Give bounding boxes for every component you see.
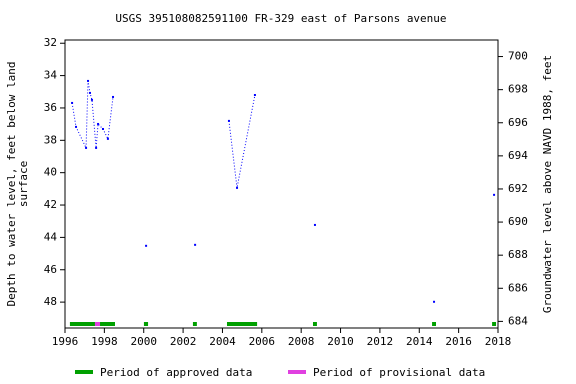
legend-label: Period of provisional data (313, 366, 485, 379)
y-tick-label: 38 (44, 133, 57, 146)
y-tick-label: 44 (44, 230, 58, 243)
data-line (228, 94, 256, 188)
data-point (313, 223, 316, 226)
data-line (71, 80, 114, 149)
x-tick-label: 1998 (91, 335, 118, 348)
data-point (194, 243, 197, 246)
y-tick-label: 32 (44, 36, 57, 49)
data-point (253, 94, 256, 97)
x-tick-label: 2000 (130, 335, 157, 348)
data-point (95, 146, 98, 149)
x-tick-label: 2012 (367, 335, 394, 348)
legend-label: Period of approved data (100, 366, 252, 379)
period-bar (226, 322, 258, 326)
period-bar (312, 322, 317, 326)
data-point (75, 125, 78, 128)
y2-tick-label: 696 (508, 116, 528, 129)
y-tick-label: 48 (44, 295, 57, 308)
y-axis-label: Depth to water level, feet below land (5, 61, 18, 306)
data-point (493, 193, 496, 196)
x-tick-label: 2008 (288, 335, 315, 348)
y2-tick-label: 692 (508, 182, 528, 195)
x-tick-label: 2016 (445, 335, 472, 348)
x-tick-label: 2006 (249, 335, 276, 348)
x-tick-label: 2014 (406, 335, 433, 348)
y2-tick-label: 700 (508, 50, 528, 63)
y2-tick-label: 684 (508, 314, 528, 327)
data-point (71, 101, 74, 104)
y2-axis-label: Groundwater level above NAVD 1988, feet (541, 55, 554, 313)
chart-title: USGS 395108082591100 FR-329 east of Pars… (115, 12, 446, 25)
y2-tick-label: 688 (508, 248, 528, 261)
period-bar (69, 322, 115, 326)
y-tick-label: 36 (44, 101, 57, 114)
x-tick-label: 2018 (485, 335, 512, 348)
data-point (97, 122, 100, 125)
plot-frame (64, 39, 499, 329)
data-point (85, 146, 88, 149)
y-tick-label: 34 (44, 69, 58, 82)
y-tick-label: 46 (44, 263, 57, 276)
period-bar (492, 322, 497, 326)
data-point (106, 137, 109, 140)
y2-tick-label: 686 (508, 281, 528, 294)
y2-tick-label: 690 (508, 215, 528, 228)
period-bar (143, 322, 149, 326)
x-tick-label: 2002 (170, 335, 197, 348)
data-point (236, 186, 239, 189)
data-point (90, 98, 93, 101)
x-tick-label: 2004 (209, 335, 236, 348)
period-bar (94, 322, 101, 326)
data-point (112, 95, 115, 98)
y-tick-label: 42 (44, 198, 57, 211)
y-axis-label: surface (17, 161, 30, 207)
y-tick-label: 40 (44, 166, 57, 179)
period-bar (192, 322, 197, 326)
data-point (101, 127, 104, 130)
period-bar (432, 322, 437, 326)
data-point (433, 300, 436, 303)
x-tick-label: 2010 (327, 335, 354, 348)
data-point (227, 119, 230, 122)
y2-tick-label: 694 (508, 149, 528, 162)
data-point (88, 91, 91, 94)
x-tick-label: 1996 (52, 335, 79, 348)
data-point (145, 244, 148, 247)
data-point (87, 79, 90, 82)
y2-tick-label: 698 (508, 83, 528, 96)
